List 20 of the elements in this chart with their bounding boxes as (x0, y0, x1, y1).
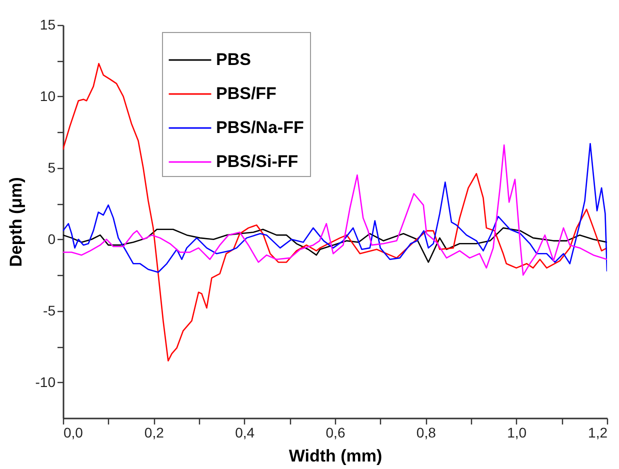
y-tick-label: 10 (40, 88, 56, 104)
y-axis-title: Depth (μm) (6, 177, 26, 267)
x-tick-label: 1,0 (507, 424, 527, 440)
x-tick-label: 0,8 (416, 424, 436, 440)
line-series (63, 227, 607, 263)
x-tick-label: 0,0 (64, 424, 84, 440)
x-tick-label: 0,6 (326, 424, 346, 440)
x-tick-label: 1,2 (588, 424, 608, 440)
x-tick-label: 0,2 (144, 424, 164, 440)
legend-label: PBS/Na-FF (216, 118, 304, 137)
legend-label: PBS/Si-FF (216, 152, 298, 171)
x-axis-title: Width (mm) (288, 446, 382, 466)
y-tick-label: 0 (48, 230, 56, 247)
y-tick-label: -10 (35, 374, 56, 390)
y-tick-label: 5 (48, 159, 56, 176)
y-tick-label: -5 (43, 302, 56, 318)
x-tick-label: 0,4 (235, 424, 255, 440)
legend-label: PBS (216, 50, 251, 69)
legend-label: PBS/FF (216, 84, 276, 103)
y-tick-label: 15 (40, 16, 56, 32)
